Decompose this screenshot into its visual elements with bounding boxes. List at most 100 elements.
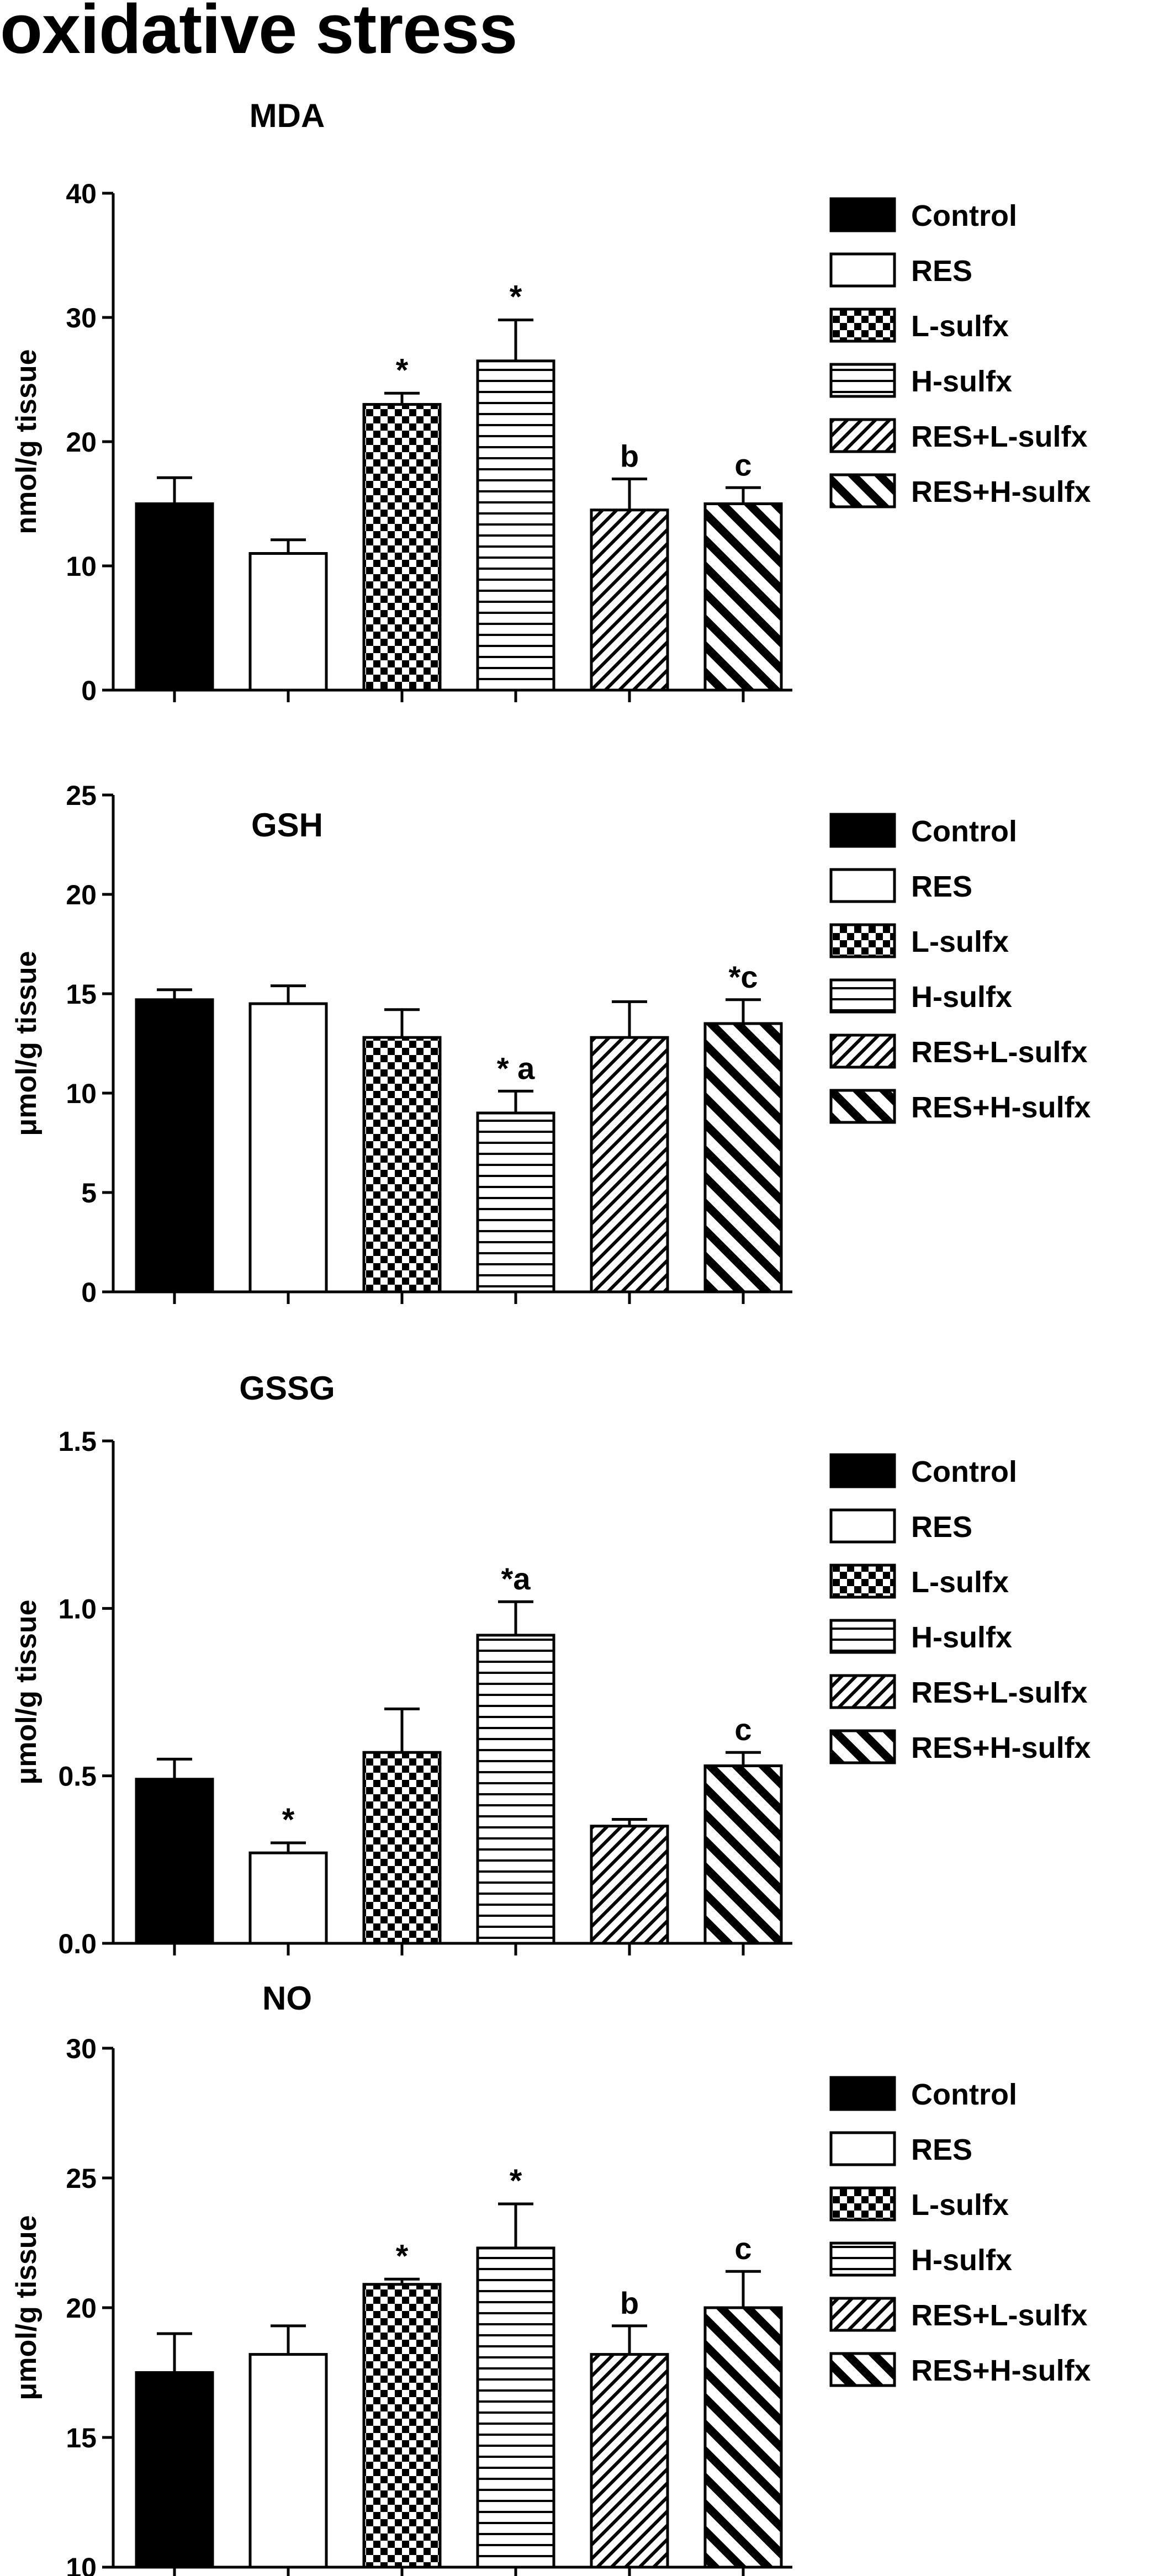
bar-res-l-sulfx [590,1036,669,1294]
legend-swatch [829,1674,896,1709]
legend-label: L-sulfx [911,310,1009,343]
legend-label: RES+L-sulfx [911,420,1088,453]
bar-h-sulfx [476,1111,555,1294]
legend-label: H-sulfx [911,980,1012,1014]
significance-label: * [396,2238,409,2274]
significance-label: *a [501,1561,531,1596]
bar-res-l-sulfx [590,2353,669,2569]
y-tick-label: 5 [81,1178,97,1209]
legend-label: H-sulfx [911,365,1012,398]
significance-label: * [510,279,522,315]
y-tick-label: 30 [66,2033,97,2064]
bar-h-sulfx [476,1634,555,1945]
legend-swatch [829,308,896,343]
chart-3: GSSG μmol/g tissue 0.0 0.5 1.0 1.5 * *a c Control… [10,1370,1091,1959]
y-tick-label: 15 [66,2423,97,2453]
legend-swatch [829,978,896,1014]
y-tick-label: 30 [66,303,97,333]
chart-4: NO μmol/g tissue 10 15 20 25 30 * * b c Control RES L… [10,1980,1091,2576]
bar-res [248,1002,328,1294]
legend-label: RES [911,870,972,903]
legend-label: Control [911,1455,1017,1488]
legend-swatch [829,2352,896,2387]
significance-label: *c [729,960,758,994]
legend-swatch [829,868,896,903]
chart-title: GSSG [239,1370,335,1407]
legend-swatch [829,1729,896,1764]
bar-l-sulfx [362,403,442,692]
legend-swatch [829,2131,896,2166]
y-tick-label: 1.0 [58,1593,97,1624]
bar-control [135,998,214,1294]
legend-label: L-sulfx [911,2188,1009,2222]
significance-label: b [620,2286,639,2320]
legend-swatch [829,1508,896,1544]
legend-swatch [829,473,896,508]
bar-l-sulfx [362,1751,442,1945]
chart-title: GSH [251,807,323,844]
legend-swatch [829,2186,896,2222]
bar-res [248,1851,328,1945]
bar-res-l-sulfx [590,508,669,692]
legend-label: RES+H-sulfx [911,1731,1091,1764]
legend-label: RES+L-sulfx [911,2299,1088,2332]
legend-swatch [829,1033,896,1069]
bar-res [248,2353,328,2569]
bar-res [248,552,328,692]
y-tick-label: 0.0 [58,1928,97,1959]
legend-swatch [829,923,896,958]
y-axis-label: μmol/g tissue [10,1599,43,1784]
significance-label: * [282,1802,295,1838]
legend-label: RES [911,1510,972,1544]
y-axis-label: nmol/g tissue [10,349,43,534]
bar-h-sulfx [476,359,555,692]
chart-title: NO [262,1980,312,2017]
bar-control [135,1778,214,1945]
bar-l-sulfx [362,2283,442,2569]
bar-control [135,502,214,692]
legend-swatch [829,1619,896,1654]
legend-label: Control [911,2078,1017,2111]
page-title: oxidative stress [0,0,518,68]
significance-label: c [734,447,751,482]
legend-label: RES+H-sulfx [911,475,1091,508]
bar-h-sulfx [476,2246,555,2569]
legend-label: RES+L-sulfx [911,1676,1088,1709]
significance-label: c [734,2231,751,2266]
y-tick-label: 15 [66,979,97,1010]
legend-swatch [829,2297,896,2332]
y-tick-label: 0.5 [58,1761,97,1792]
legend-label: H-sulfx [911,2244,1012,2277]
significance-label: b [620,439,639,474]
legend-label: RES+H-sulfx [911,2354,1091,2387]
chart-2: GSH μmol/g tissue 0 5 10 15 20 25 * a *c Control RE… [10,780,1091,1308]
significance-label: * [396,352,409,388]
y-tick-label: 25 [66,780,97,811]
y-axis-label: μmol/g tissue [10,2215,43,2400]
legend-label: Control [911,199,1017,232]
y-tick-label: 20 [66,879,97,910]
significance-label: * [510,2163,522,2199]
bar-res-h-sulfx [703,502,783,692]
chart-1: MDA nmol/g tissue 0 10 20 30 40 * * b c Control RES L… [10,97,1091,706]
legend-swatch [829,813,896,848]
legend-swatch [829,418,896,453]
bar-res-h-sulfx [703,2306,783,2569]
y-tick-label: 20 [66,2293,97,2324]
y-tick-label: 0 [81,675,97,706]
bar-res-h-sulfx [703,1022,783,1294]
significance-label: * a [497,1051,535,1085]
legend-label: RES [911,2133,972,2166]
legend-label: RES+L-sulfx [911,1036,1088,1069]
legend-label: L-sulfx [911,925,1009,958]
bar-res-h-sulfx [703,1764,783,1945]
y-tick-label: 25 [66,2163,97,2194]
y-tick-label: 0 [81,1277,97,1308]
legend-swatch [829,1089,896,1124]
bar-res-l-sulfx [590,1825,669,1945]
y-tick-label: 40 [66,178,97,209]
y-axis-label: μmol/g tissue [10,951,43,1136]
bar-control [135,2371,214,2569]
legend-swatch [829,2241,896,2277]
